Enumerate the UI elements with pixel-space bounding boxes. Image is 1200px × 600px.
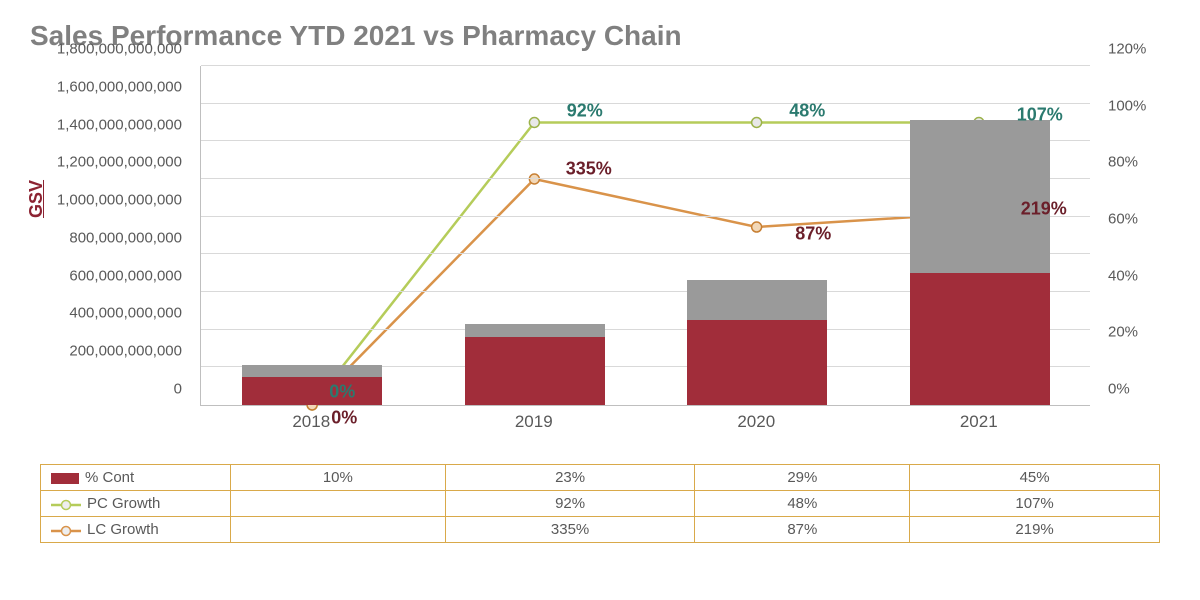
x-tick-label: 2018 bbox=[292, 412, 330, 432]
y-left-tick: 1,800,000,000,000 bbox=[57, 41, 182, 58]
bar-group bbox=[465, 324, 605, 405]
legend-label-text: PC Growth bbox=[87, 495, 160, 512]
lc-growth-data-label: 87% bbox=[795, 223, 831, 244]
y-left-tick: 1,200,000,000,000 bbox=[57, 154, 182, 171]
y-right-tick: 40% bbox=[1108, 267, 1138, 284]
table-cell: 335% bbox=[445, 517, 695, 543]
data-table: % Cont 10%23%29%45% PC Growth 92%48%107% L… bbox=[40, 464, 1160, 543]
y-right-tick: 20% bbox=[1108, 324, 1138, 341]
y-left-axis: 0 200,000,000,000 400,000,000,000 600,000,0… bbox=[40, 66, 190, 406]
x-tick-label: 2020 bbox=[737, 412, 775, 432]
bar-bottom-segment bbox=[910, 273, 1050, 405]
gridline bbox=[201, 65, 1090, 66]
y-left-tick: 800,000,000,000 bbox=[69, 229, 182, 246]
legend-label-cell: LC Growth bbox=[41, 517, 231, 543]
table-cell: 10% bbox=[231, 465, 446, 491]
pc-growth-data-label: 0% bbox=[329, 382, 355, 403]
chart-title: Sales Performance YTD 2021 vs Pharmacy C… bbox=[30, 20, 1170, 52]
table-cell: 45% bbox=[910, 465, 1160, 491]
x-tick-label: 2021 bbox=[960, 412, 998, 432]
table-cell: 29% bbox=[695, 465, 910, 491]
lc-growth-line bbox=[312, 179, 979, 405]
bar-group bbox=[242, 365, 382, 405]
bar-top-segment bbox=[910, 120, 1050, 273]
table-cell: 23% bbox=[445, 465, 695, 491]
bar-group bbox=[687, 280, 827, 405]
legend-swatch-box bbox=[51, 473, 79, 484]
lc-growth-data-label: 219% bbox=[1021, 199, 1067, 220]
table-row: % Cont 10%23%29%45% bbox=[41, 465, 1160, 491]
bar-bottom-segment bbox=[242, 377, 382, 405]
table-cell: 92% bbox=[445, 491, 695, 517]
pc-growth-marker bbox=[529, 118, 539, 128]
y-left-tick: 200,000,000,000 bbox=[69, 343, 182, 360]
y-right-tick: 0% bbox=[1108, 381, 1130, 398]
y-left-tick: 1,600,000,000,000 bbox=[57, 78, 182, 95]
gridline bbox=[201, 103, 1090, 104]
plot-region: 0%92%48%107%0%335%87%219% bbox=[200, 66, 1090, 406]
legend-label-text: LC Growth bbox=[87, 521, 159, 538]
bar-top-segment bbox=[687, 280, 827, 320]
legend-label-text: % Cont bbox=[85, 469, 134, 486]
bar-bottom-segment bbox=[687, 320, 827, 405]
bar-bottom-segment bbox=[465, 337, 605, 405]
lc-growth-marker bbox=[529, 174, 539, 184]
y-left-tick: 1,000,000,000,000 bbox=[57, 192, 182, 209]
table-cell: 87% bbox=[695, 517, 910, 543]
pc-growth-line bbox=[312, 123, 979, 406]
y-right-tick: 80% bbox=[1108, 154, 1138, 171]
pc-growth-data-label: 107% bbox=[1017, 104, 1063, 125]
bar-top-segment bbox=[465, 324, 605, 337]
chart-area: GSV 0200,000,000,000400,000,000,000600,0… bbox=[40, 66, 1160, 446]
pc-growth-marker bbox=[752, 118, 762, 128]
table-cell: 219% bbox=[910, 517, 1160, 543]
y-left-tick: 1,400,000,000,000 bbox=[57, 116, 182, 133]
table-row: PC Growth 92%48%107% bbox=[41, 491, 1160, 517]
legend-swatch-line bbox=[51, 498, 81, 510]
table-row: LC Growth 335%87%219% bbox=[41, 517, 1160, 543]
lc-growth-data-label: 0% bbox=[331, 408, 357, 429]
table-cell bbox=[231, 517, 446, 543]
y-left-tick: 400,000,000,000 bbox=[69, 305, 182, 322]
lc-growth-data-label: 335% bbox=[566, 159, 612, 180]
table-cell: 48% bbox=[695, 491, 910, 517]
bar-group bbox=[910, 120, 1050, 405]
y-right-axis: 0%20%40%60%80%100%120% bbox=[1100, 66, 1160, 406]
y-right-tick: 100% bbox=[1108, 97, 1146, 114]
legend-swatch-line bbox=[51, 524, 81, 536]
lc-growth-marker bbox=[752, 222, 762, 232]
y-left-tick: 600,000,000,000 bbox=[69, 267, 182, 284]
legend-label-cell: % Cont bbox=[41, 465, 231, 491]
y-left-tick: 0 bbox=[174, 381, 182, 398]
table-cell bbox=[231, 491, 446, 517]
pc-growth-data-label: 92% bbox=[567, 100, 603, 121]
y-right-tick: 120% bbox=[1108, 41, 1146, 58]
table-cell: 107% bbox=[910, 491, 1160, 517]
y-right-tick: 60% bbox=[1108, 211, 1138, 228]
bar-top-segment bbox=[242, 365, 382, 376]
pc-growth-data-label: 48% bbox=[789, 100, 825, 121]
legend-label-cell: PC Growth bbox=[41, 491, 231, 517]
x-tick-label: 2019 bbox=[515, 412, 553, 432]
